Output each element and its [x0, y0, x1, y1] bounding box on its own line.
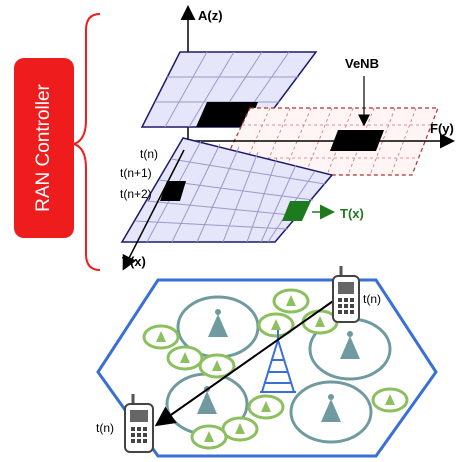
plane-t [120, 137, 334, 243]
antenna-icon [180, 352, 190, 363]
antenna-icon [197, 391, 217, 414]
ue-top-label: t(n) [363, 292, 381, 306]
tx-marker-label: T(x) [340, 206, 364, 221]
antenna-icon [204, 431, 214, 442]
antenna-icon [286, 295, 296, 306]
antenna-icon [321, 399, 341, 422]
time-label-n: t(n) [140, 147, 158, 161]
trajectory-arrow-icon [154, 298, 337, 427]
time-label-n2: t(n+2) [120, 187, 152, 201]
antenna-icon [385, 394, 395, 405]
antenna-icon [235, 423, 245, 434]
antenna-icon [212, 360, 222, 371]
small-cells [142, 288, 409, 450]
antenna-icon [208, 314, 228, 337]
plane-t-green-cell [282, 201, 311, 221]
t-axis-label: T(x) [122, 254, 146, 269]
antenna-icon [271, 319, 281, 330]
antenna-icon [261, 401, 271, 412]
a-axis-label: A(z) [198, 8, 223, 23]
time-label-n1: t(n+1) [120, 166, 152, 180]
ran-controller-label: RAN Controller [14, 58, 74, 238]
f-axis-label: F(y) [430, 121, 454, 136]
antenna-icon [156, 331, 166, 342]
t-axis-line [122, 149, 185, 271]
small-cell-antennas [156, 295, 395, 442]
bracket-icon [70, 13, 101, 271]
coverage-hexagon [96, 278, 438, 458]
tower-icon [260, 330, 296, 393]
venb-label: VeNB [345, 56, 379, 71]
ue-bottom-label: t(n) [96, 421, 114, 435]
macro-cell [289, 380, 373, 444]
plane-a-highlight [196, 102, 258, 127]
phone-icon [332, 266, 360, 323]
antenna-icon [340, 336, 360, 359]
antenna-icon [315, 316, 325, 327]
phone-icon [124, 394, 154, 453]
